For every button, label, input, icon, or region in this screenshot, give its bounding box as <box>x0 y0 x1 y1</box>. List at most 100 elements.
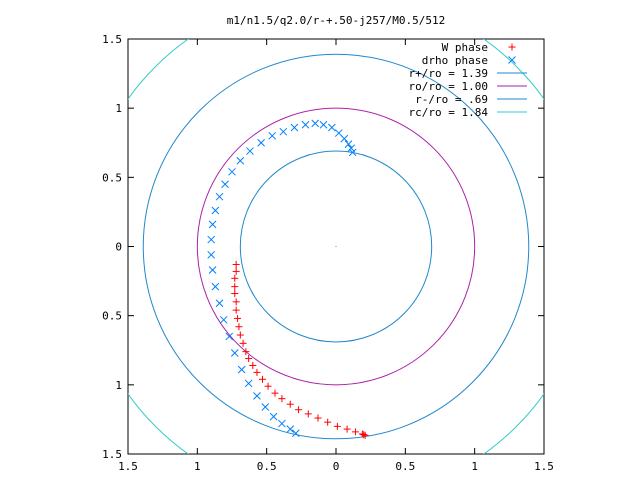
y-tick-label: 1 <box>115 102 122 115</box>
drho-phase-point <box>208 220 217 229</box>
drho-phase-point <box>246 147 254 155</box>
cross-stroke <box>208 266 217 274</box>
chart-title: m1/n1.5/q2.0/r-+.50-j257/M0.5/512 <box>227 14 446 27</box>
drho-phase-point <box>211 282 220 291</box>
cross-stroke <box>269 412 278 421</box>
w-phase-point <box>304 410 312 418</box>
tick-layer: 1.5 1 0.5 0 0.5 1 1.51.510.500.511.5 <box>102 33 554 473</box>
w-phase-point <box>351 428 359 436</box>
y-tick-label: 1 <box>115 379 122 392</box>
w-phase-point <box>314 414 322 422</box>
cross-stroke <box>286 425 295 433</box>
circle-rc-ro-1-84 <box>128 39 544 454</box>
cross-stroke <box>257 138 265 147</box>
w-phase-point <box>264 382 272 390</box>
cross-stroke <box>208 220 217 229</box>
drho-phase-point <box>237 365 246 374</box>
point-layer <box>207 119 369 439</box>
drho-phase-point <box>244 379 253 388</box>
drho-phase-point <box>279 127 288 136</box>
cross-stroke <box>211 206 220 215</box>
w-phase-point <box>278 395 286 403</box>
w-phase-point <box>231 274 239 282</box>
drho-phase-point <box>219 315 228 324</box>
drho-phase-point <box>286 425 295 433</box>
w-phase-point <box>232 306 240 314</box>
drho-phase-point <box>211 206 220 215</box>
cross-stroke <box>311 119 320 128</box>
drho-phase-point <box>228 167 236 176</box>
w-phase-point <box>245 355 253 363</box>
cross-stroke <box>207 250 216 259</box>
cross-stroke <box>215 299 224 308</box>
legend-label-ro-ro-1-00: ro/ro = 1.00 <box>409 80 488 93</box>
legend-marker-drho-phase <box>508 56 516 64</box>
w-phase-point <box>231 290 239 298</box>
drho-phase-point <box>311 119 320 128</box>
cross-stroke <box>230 349 239 357</box>
cross-stroke <box>319 120 328 129</box>
drho-phase-point <box>253 392 261 400</box>
drho-phase-point <box>261 403 270 411</box>
w-phase-point <box>232 298 240 306</box>
cross-stroke <box>334 129 343 137</box>
cross-stroke <box>228 167 236 176</box>
w-phase-point <box>259 375 267 383</box>
drho-phase-point <box>257 138 265 147</box>
y-tick-label: 1.5 <box>102 448 122 461</box>
cross-stroke <box>344 140 353 148</box>
cross-stroke <box>347 144 356 153</box>
y-tick-label: 0.5 <box>102 310 122 323</box>
cross-stroke <box>268 131 277 140</box>
drho-phase-point <box>291 429 300 438</box>
cross-stroke <box>225 332 234 341</box>
cross-stroke <box>236 156 245 165</box>
origin-dot <box>335 245 337 248</box>
w-phase-point <box>271 389 279 397</box>
w-phase-point <box>249 361 257 369</box>
x-tick-label: 1.5 <box>534 460 554 473</box>
cross-stroke <box>301 120 310 129</box>
circle-layer <box>128 39 544 454</box>
w-phase-point <box>324 418 332 426</box>
w-phase-point <box>242 348 250 356</box>
drho-phase-point <box>278 419 286 428</box>
cross-stroke <box>291 429 300 438</box>
w-phase-point <box>232 267 240 275</box>
drho-phase-point <box>215 192 224 201</box>
drho-phase-point <box>230 349 239 357</box>
drho-phase-point <box>207 235 216 244</box>
drho-phase-point <box>344 140 353 148</box>
drho-phase-point <box>221 180 229 189</box>
w-phase-point <box>343 425 351 433</box>
cross-stroke <box>237 365 246 374</box>
legend-label-w-phase: W phase <box>442 41 488 54</box>
drho-phase-point <box>215 299 224 308</box>
cross-stroke <box>261 403 270 411</box>
x-tick-label: 0.5 <box>395 460 415 473</box>
drho-phase-point <box>347 144 356 153</box>
drho-phase-point <box>208 266 217 274</box>
drho-phase-point <box>334 129 343 137</box>
w-phase-point <box>239 339 247 347</box>
cross-stroke <box>279 127 288 136</box>
cross-stroke <box>327 123 336 132</box>
legend-marker-w-phase <box>508 43 516 51</box>
x-tick-label: 1.5 <box>118 460 138 473</box>
w-phase-point <box>231 283 239 291</box>
cross-stroke <box>290 123 299 132</box>
drho-phase-point <box>268 131 277 140</box>
drho-phase-point <box>301 120 310 129</box>
drho-phase-point <box>236 156 245 165</box>
cross-stroke <box>207 235 216 244</box>
drho-phase-point <box>225 332 234 341</box>
cross-stroke <box>215 192 224 201</box>
cross-stroke <box>211 282 220 291</box>
y-tick-label: 0 <box>115 241 122 254</box>
drho-phase-point <box>269 412 278 421</box>
x-tick-label: 1 <box>194 460 201 473</box>
drho-phase-point <box>207 250 216 259</box>
cross-stroke <box>278 419 286 428</box>
